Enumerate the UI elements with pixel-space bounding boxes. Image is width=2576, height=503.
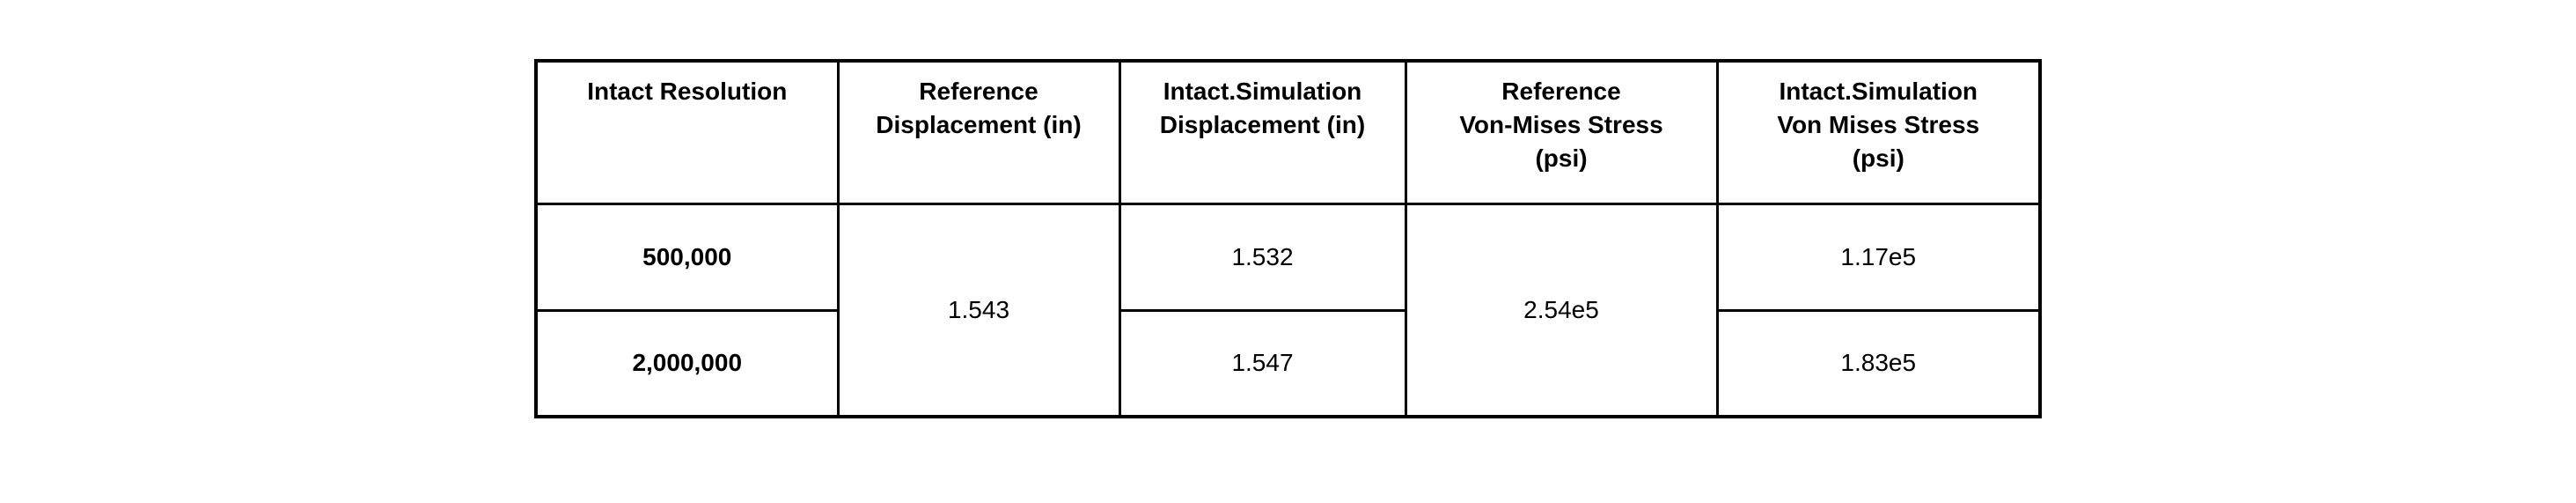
cell-sim-stress-2000000: 1.83e5 — [1715, 308, 2042, 418]
cell-reference-displacement-merged: 1.543 — [836, 202, 1121, 418]
cell-sim-displacement-2000000: 1.547 — [1118, 308, 1407, 418]
header-row: Intact Resolution Reference Displacement… — [534, 59, 2042, 205]
header-cell-intact-simulation-von-mises-stress: Intact.Simulation Von Mises Stress (psi) — [1715, 59, 2042, 205]
header-cell-intact-simulation-displacement: Intact.Simulation Displacement (in) — [1118, 59, 1407, 205]
cell-reference-stress-merged: 2.54e5 — [1404, 202, 1719, 418]
cell-resolution-500000: 500,000 — [534, 202, 840, 312]
cell-sim-displacement-500000: 1.532 — [1118, 202, 1407, 312]
table-row: 500,000 1.543 1.532 2.54e5 1.17e5 — [534, 202, 2042, 418]
header-cell-reference-von-mises-stress: Reference Von-Mises Stress (psi) — [1404, 59, 1719, 205]
cell-resolution-2000000: 2,000,000 — [534, 308, 840, 418]
header-cell-reference-displacement: Reference Displacement (in) — [836, 59, 1121, 205]
table-row: 2,000,000 1.547 1.83e5 — [534, 308, 2042, 418]
header-cell-intact-resolution: Intact Resolution — [534, 59, 840, 205]
results-table: Intact Resolution Reference Displacement… — [534, 59, 2042, 418]
cell-sim-stress-500000: 1.17e5 — [1715, 202, 2042, 312]
